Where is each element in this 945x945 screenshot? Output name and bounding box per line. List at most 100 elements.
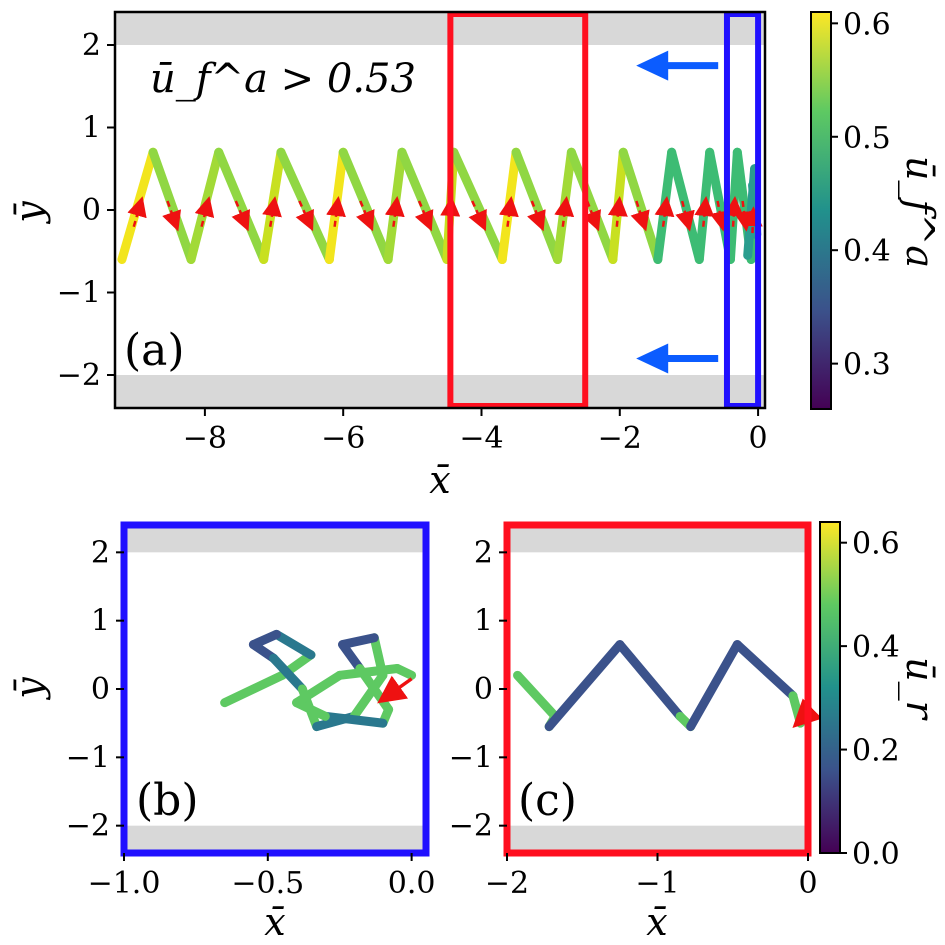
trajectory-segment bbox=[269, 653, 307, 694]
highlight-box bbox=[723, 11, 762, 409]
trajectory-segment bbox=[338, 147, 393, 264]
y-axis-label: ȳ bbox=[7, 201, 51, 225]
flow-arrow-head bbox=[636, 343, 669, 374]
highlight-boxes bbox=[447, 11, 762, 409]
x-tick-label: 0 bbox=[798, 866, 817, 901]
x-ticks: −2 −1 0 bbox=[485, 853, 818, 901]
direction-arrow bbox=[742, 206, 763, 234]
panel-b: (b) −1.0 −0.5 0.0 2 1 0 −1 −2 x̄ ȳ bbox=[7, 521, 436, 944]
y-tick-label: −2 bbox=[449, 809, 493, 844]
trajectory-segment bbox=[566, 147, 618, 264]
y-tick-label: 1 bbox=[82, 111, 101, 146]
trajectory-segment bbox=[271, 629, 316, 660]
wall-band-bottom bbox=[124, 825, 426, 853]
colorbar: 0.6 0.5 0.4 0.3 ū_f^a bbox=[810, 7, 942, 410]
colorbar: 0.6 0.4 0.2 0.0 ū_r bbox=[819, 521, 942, 872]
direction-arrow bbox=[194, 196, 215, 228]
x-tick-label: −2 bbox=[598, 421, 642, 456]
highlight-box bbox=[447, 11, 589, 409]
panel-a: ū_f^a > 0.53 (a) −8 −6 −4 −2 0 210−1−2 x̄ ȳ … bbox=[7, 7, 942, 502]
colorbar-label: ū_f^a bbox=[897, 156, 942, 268]
trajectory-segment bbox=[259, 147, 286, 264]
trajectory-segment bbox=[292, 670, 345, 708]
x-tick-label: −8 bbox=[183, 421, 227, 456]
colorbar-tick-label: 0.0 bbox=[852, 837, 900, 872]
trajectory-segment bbox=[544, 640, 625, 732]
y-ticks: 2 1 0 −1 −2 bbox=[449, 535, 507, 844]
y-tick-label: 0 bbox=[91, 672, 110, 707]
direction-arrow bbox=[498, 196, 519, 227]
colorbar-label: ū_r bbox=[897, 657, 942, 721]
y-tick-label: −1 bbox=[66, 740, 110, 775]
trajectory bbox=[220, 629, 417, 732]
y-tick-label: 0 bbox=[474, 672, 493, 707]
flow-arrow-head bbox=[636, 50, 669, 81]
y-tick-label: 2 bbox=[82, 28, 101, 63]
direction-arrow bbox=[414, 200, 434, 232]
direction-arrow bbox=[723, 196, 744, 227]
trajectory-segment bbox=[513, 670, 560, 721]
x-tick-label: 0.0 bbox=[388, 866, 436, 901]
trajectory-segment bbox=[615, 640, 685, 721]
direction-arrow bbox=[231, 200, 251, 232]
direction-arrow bbox=[377, 675, 413, 704]
panel-label-c: (c) bbox=[518, 775, 577, 826]
colorbar-tick-label: 0.5 bbox=[843, 121, 891, 156]
y-tick-label: 1 bbox=[474, 604, 493, 639]
x-tick-label: −1 bbox=[635, 866, 679, 901]
trajectory-segment bbox=[397, 147, 452, 264]
trajectory bbox=[513, 640, 823, 732]
direction-arrow bbox=[326, 196, 346, 227]
direction-arrow bbox=[675, 200, 695, 232]
panel-label-a: (a) bbox=[124, 325, 185, 376]
y-tick-label: 2 bbox=[91, 535, 110, 570]
x-tick-label: −1.0 bbox=[88, 866, 161, 901]
direction-arrow bbox=[262, 196, 282, 227]
x-tick-label: −0.5 bbox=[231, 866, 304, 901]
direction-arrow bbox=[295, 200, 314, 232]
direction-arrow bbox=[630, 200, 650, 232]
y-axis-label: ȳ bbox=[7, 677, 51, 701]
direction-arrow bbox=[709, 200, 730, 232]
colorbar-ticks: 0.6 0.4 0.2 0.0 bbox=[840, 527, 900, 872]
x-axis-label: x̄ bbox=[646, 900, 667, 944]
direction-arrow bbox=[694, 196, 715, 227]
panel-c: (c) −2 −1 0 2 1 0 −1 −2 x̄ 0.6 0.4 0.2 0.0 ū_r bbox=[449, 521, 942, 944]
colorbar-ticks: 0.6 0.5 0.4 0.3 bbox=[831, 7, 891, 383]
y-tick-label: −1 bbox=[57, 276, 101, 311]
trajectory-segment bbox=[214, 147, 269, 264]
y-tick-label: −1 bbox=[449, 740, 493, 775]
trajectory-segment bbox=[338, 640, 365, 673]
trajectory-segment bbox=[338, 633, 379, 650]
colorbar-tick-label: 0.6 bbox=[852, 527, 900, 562]
x-axis-label: x̄ bbox=[429, 458, 450, 502]
x-ticks: −8 −6 −4 −2 0 bbox=[183, 408, 768, 456]
y-tick-label: −2 bbox=[57, 358, 101, 393]
trajectory-segment bbox=[220, 670, 287, 708]
x-ticks: −1.0 −0.5 0.0 bbox=[88, 853, 436, 901]
trajectory-segment bbox=[392, 664, 417, 680]
x-tick-label: −4 bbox=[459, 421, 503, 456]
y-tick-label: −2 bbox=[66, 809, 110, 844]
direction-arrow bbox=[127, 196, 147, 228]
direction-arrow bbox=[527, 200, 546, 232]
panel-label-b: (b) bbox=[136, 775, 199, 826]
trajectory bbox=[117, 147, 762, 264]
y-tick-label: 0 bbox=[82, 193, 101, 228]
trajectory-segment bbox=[449, 147, 507, 264]
wall-band-bottom bbox=[115, 375, 765, 408]
direction-arrow bbox=[162, 200, 182, 232]
trajectory-segment bbox=[186, 147, 224, 264]
colorbar-tick-label: 0.2 bbox=[852, 734, 900, 769]
x-tick-label: −6 bbox=[321, 421, 365, 456]
y-tick-label: 2 bbox=[474, 535, 493, 570]
colorbar-tick-label: 0.6 bbox=[843, 7, 891, 42]
x-tick-label: 0 bbox=[749, 421, 768, 456]
direction-arrow bbox=[582, 200, 602, 232]
trajectory-segment bbox=[618, 147, 663, 264]
flow-arrows bbox=[636, 50, 719, 374]
direction-arrow bbox=[468, 200, 487, 232]
colorbar-tick-label: 0.3 bbox=[843, 348, 891, 383]
direction-arrow bbox=[607, 196, 628, 227]
wall-band-top bbox=[115, 12, 765, 45]
